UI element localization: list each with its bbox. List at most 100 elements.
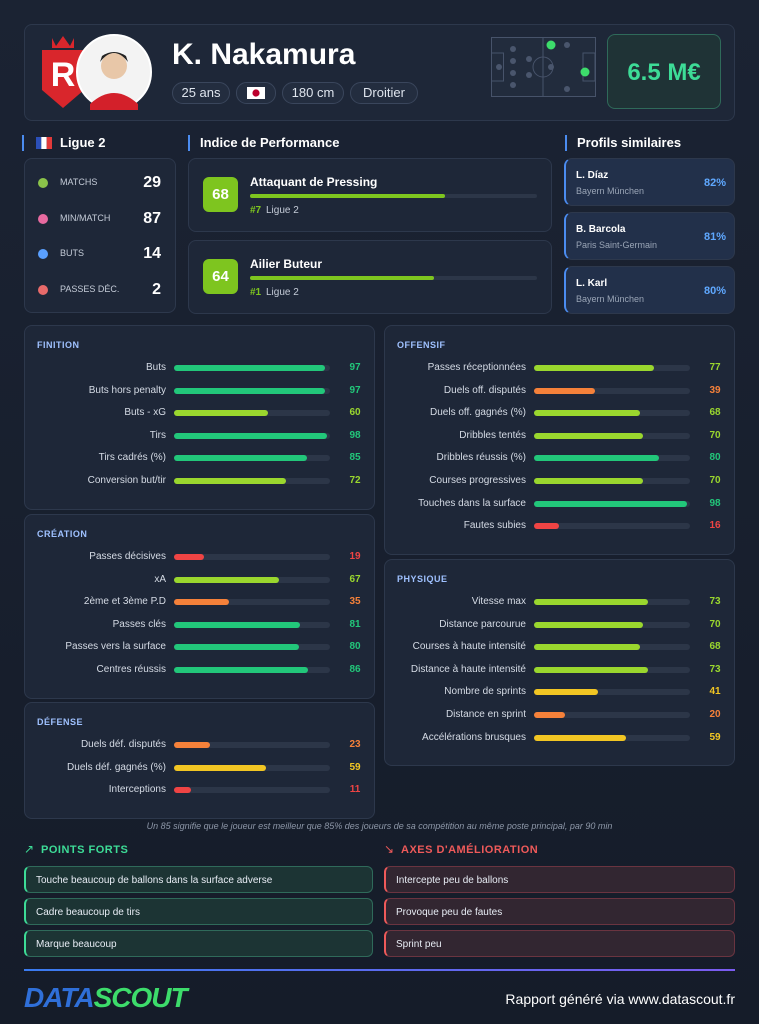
similar-card [564,158,735,206]
similar-score: 81% [703,231,726,243]
stat-value: 68 [709,407,721,419]
stat-label: Tirs cadrés (%) [98,452,166,464]
stat-bar [174,787,192,794]
perf-score: 68 [203,177,238,212]
logo-part: SCOUT [93,982,188,1013]
similar-name: L. Díaz [576,170,609,181]
stat-bar [534,410,641,417]
market-value: 6.5 M€ [607,34,721,109]
stat-value: 85 [349,452,361,464]
stat-card [384,559,735,767]
list-item: Provoque peu de fautes [384,898,735,925]
list-item: Marque beaucoup [24,930,373,957]
section-header: Profils similaires [565,135,681,151]
stat-track [534,478,690,484]
perf-bar [250,276,434,280]
stat-bar [174,764,267,771]
stat-bar [534,599,648,605]
perf-league: Ligue 2 [266,287,299,298]
stat-value: 39 [709,384,721,396]
stat-track [174,410,330,417]
perf-track [250,276,537,280]
stat-value: 97 [349,384,361,396]
stat-label: Buts - xG [124,407,166,419]
stat-bar [534,734,627,741]
stat-bar [534,478,644,484]
stat-value: 70 [709,475,721,486]
stat-track [174,455,330,462]
similar-score: 80% [703,285,726,297]
stat-value: 70 [709,429,721,441]
stat-label: Courses à haute intensité [412,641,526,653]
similar-name: L. Karl [576,278,608,289]
stat-value: 98 [349,429,361,441]
stat-track [534,734,690,741]
stat-track [174,742,330,748]
stat-bar [174,667,309,673]
stat-label: Duels off. gagnés (%) [430,407,526,419]
stat-label: 2ème et 3ème P.D [83,596,166,608]
stat-value: 35 [349,596,361,608]
stat-bar [174,621,301,628]
stat-label: Passes vers la surface [65,641,166,653]
stat-bar [174,365,326,371]
stat-bar [534,621,644,628]
stat-label: Duels off. disputés [443,384,526,396]
stat-label: Centres réussis [96,664,166,675]
stat-label: Passes réceptionnées [427,362,526,373]
perf-rank: #7 [250,205,262,216]
stat-track [534,432,690,439]
perf-role: Ailier Buteur [250,257,323,271]
footer-line [24,969,735,971]
stat-label: Duels déf. gagnés (%) [67,761,166,773]
stat-value: 59 [349,761,361,773]
svg-text:R: R [51,56,76,94]
list-title: POINTS FORTS [41,844,129,856]
stat-label: Distance à haute intensité [410,663,526,675]
stat-label: Vitesse max [471,596,526,607]
similar-card [564,212,735,260]
stat-bar [534,500,687,507]
stat-value: 80 [349,641,361,653]
stat-bar [174,742,210,748]
stat-track [534,410,690,417]
section-title: CRÉATION [37,529,88,539]
stat-card [24,702,375,819]
list-item: Intercepte peu de ballons [384,866,735,893]
stat-bar [174,478,287,484]
stat-label: Buts hors penalty [88,384,166,396]
stat-value: 41 [709,686,721,698]
stat-value: 72 [349,475,361,486]
stat-card [384,325,735,555]
stat-icon [38,249,48,259]
stat-track [174,787,330,794]
stat-track [534,666,690,673]
stat-bar [174,410,268,417]
stat-track [174,667,330,673]
similar-score: 82% [703,177,726,189]
section-title: OFFENSIF [397,340,446,350]
stat-value: 98 [709,497,721,509]
similar-club: Bayern München [576,294,645,304]
list-icon: ↘ [384,842,395,856]
stat-label: Accélérations brusques [422,731,526,743]
stat-track [174,576,330,583]
stat-bar [174,455,307,462]
stat-value: 73 [709,596,721,607]
stat-label: PASSES DÉC. [60,283,120,294]
stat-value: 16 [709,520,721,532]
stat-bar [174,599,229,606]
stat-label: MATCHS [60,177,98,187]
section-header: Ligue 2 [22,135,106,151]
stat-bar [174,387,326,394]
footer-text: Rapport généré via www.datascout.fr [505,991,735,1007]
stat-bar [534,712,566,718]
stat-label: Nombre de sprints [444,686,526,698]
list-item: Sprint peu [384,930,735,957]
stat-icon [38,178,48,188]
stat-bar [534,644,641,651]
stat-bar [534,455,659,462]
stat-label: Courses progressives [429,475,526,486]
stat-label: Buts [145,362,166,373]
list-item: Cadre beaucoup de tirs [24,898,373,925]
